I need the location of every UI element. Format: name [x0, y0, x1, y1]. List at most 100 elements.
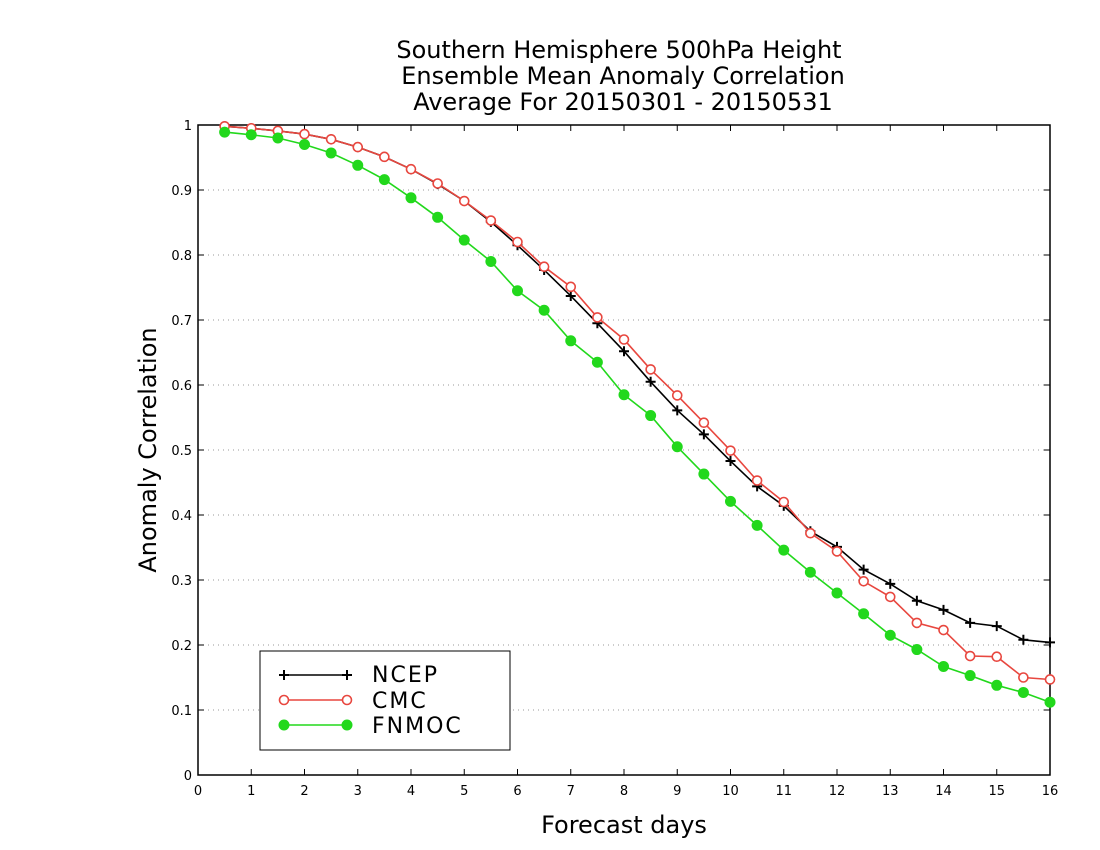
y-tick-label: 0.2	[171, 639, 192, 654]
y-axis-label: Anomaly Correlation	[134, 327, 162, 572]
data-point-fnmoc	[245, 129, 257, 141]
y-tick-label: 0.7	[171, 314, 192, 329]
legend: NCEP CMC FNMOC	[259, 650, 511, 751]
y-tick-label: 0	[184, 769, 192, 784]
x-tick-label: 5	[460, 784, 468, 799]
data-point-fnmoc	[1017, 686, 1029, 698]
data-point-ncep	[725, 456, 736, 467]
x-tick-label: 8	[620, 784, 628, 799]
legend-marker-ncep	[342, 670, 352, 680]
title-line-3: Average For 20150301 - 20150531	[413, 88, 833, 116]
data-point-fnmoc	[512, 285, 523, 297]
data-point-cmc	[379, 151, 390, 163]
x-tick-label: 9	[673, 784, 681, 799]
data-point-cmc	[751, 475, 763, 486]
data-point-cmc	[671, 390, 683, 401]
data-point-fnmoc	[352, 159, 364, 171]
data-point-cmc	[458, 195, 470, 207]
data-point-fnmoc	[378, 174, 390, 186]
data-point-cmc	[325, 134, 337, 145]
y-tick-label: 0.1	[171, 704, 192, 719]
x-axis-label: Forecast days	[541, 811, 707, 839]
data-point-fnmoc	[725, 495, 736, 507]
data-point-cmc	[432, 178, 443, 189]
data-point-fnmoc	[299, 139, 310, 150]
data-point-cmc	[565, 281, 577, 293]
data-point-fnmoc	[938, 660, 949, 672]
data-point-ncep	[1018, 634, 1029, 645]
x-tick-label: 6	[513, 784, 521, 799]
data-point-fnmoc	[671, 441, 683, 453]
x-tick-label: 0	[194, 784, 202, 799]
x-tick-label: 10	[722, 784, 739, 799]
data-point-fnmoc	[778, 544, 790, 556]
y-tick-label: 1	[184, 119, 192, 134]
data-point-fnmoc	[565, 335, 577, 347]
data-point-fnmoc	[964, 670, 976, 682]
data-point-ncep	[938, 604, 949, 615]
y-tick-label: 0.8	[171, 249, 192, 264]
series-line-ncep	[224, 125, 1051, 644]
title-line-2: Ensemble Mean Anomaly Correlation	[401, 62, 845, 90]
data-point-fnmoc	[831, 587, 843, 599]
y-tick-label: 0.6	[171, 379, 192, 394]
data-point-cmc	[618, 334, 630, 345]
series-line-cmc	[224, 125, 1051, 681]
legend-marker-cmc	[341, 694, 353, 706]
data-point-cmc	[991, 651, 1003, 663]
data-point-ncep	[965, 617, 976, 628]
legend-label-fnmoc: FNMOC	[372, 714, 463, 739]
data-point-fnmoc	[325, 147, 337, 159]
data-point-ncep	[911, 595, 922, 606]
series-layer	[219, 121, 1056, 708]
series-fnmoc	[219, 126, 1056, 708]
data-point-fnmoc	[858, 608, 870, 620]
data-point-cmc	[405, 163, 417, 175]
x-tick-label: 16	[1042, 784, 1059, 799]
data-point-fnmoc	[272, 132, 284, 144]
data-point-fnmoc	[884, 629, 896, 641]
data-point-fnmoc	[804, 566, 816, 578]
data-point-fnmoc	[698, 468, 710, 480]
legend-label-ncep: NCEP	[372, 663, 439, 688]
x-tick-label: 11	[775, 784, 792, 799]
data-point-ncep	[858, 564, 869, 575]
data-point-cmc	[592, 312, 603, 323]
data-point-ncep	[565, 290, 576, 301]
x-tick-label: 14	[935, 784, 952, 799]
data-point-ncep	[991, 621, 1002, 632]
x-tick-label: 4	[407, 784, 415, 799]
data-point-fnmoc	[645, 410, 657, 422]
x-tick-labels: 0 1 2 3 4 5 6 7 8 9 10 11 12 13 14 15 16	[194, 784, 1058, 799]
data-point-fnmoc	[591, 356, 603, 368]
axis-ticks	[197, 124, 1051, 776]
x-tick-label: 13	[882, 784, 899, 799]
y-tick-label: 0.5	[171, 444, 192, 459]
x-tick-label: 1	[247, 784, 255, 799]
legend-items	[278, 670, 353, 731]
legend-marker-ncep	[279, 670, 289, 680]
data-point-fnmoc	[538, 304, 550, 316]
x-tick-label: 2	[300, 784, 308, 799]
data-point-ncep	[672, 405, 683, 416]
data-point-cmc	[778, 496, 790, 508]
data-point-cmc	[911, 617, 923, 629]
data-point-cmc	[725, 445, 736, 456]
legend-marker-fnmoc	[341, 719, 353, 731]
data-point-ncep	[698, 429, 709, 440]
series-cmc	[219, 121, 1056, 685]
data-point-ncep	[885, 578, 896, 589]
y-tick-label: 0.4	[171, 509, 192, 524]
data-point-ncep	[1045, 637, 1055, 648]
x-tick-label: 12	[829, 784, 846, 799]
data-point-fnmoc	[991, 679, 1003, 691]
chart-title: Southern Hemisphere 500hPa Height Ensemb…	[396, 36, 844, 116]
data-point-cmc	[964, 650, 976, 662]
data-point-fnmoc	[219, 126, 231, 138]
data-point-fnmoc	[618, 389, 630, 401]
legend-marker-cmc	[278, 694, 290, 706]
data-point-cmc	[352, 141, 364, 153]
data-point-fnmoc	[458, 234, 470, 246]
gridlines	[198, 189, 1050, 711]
